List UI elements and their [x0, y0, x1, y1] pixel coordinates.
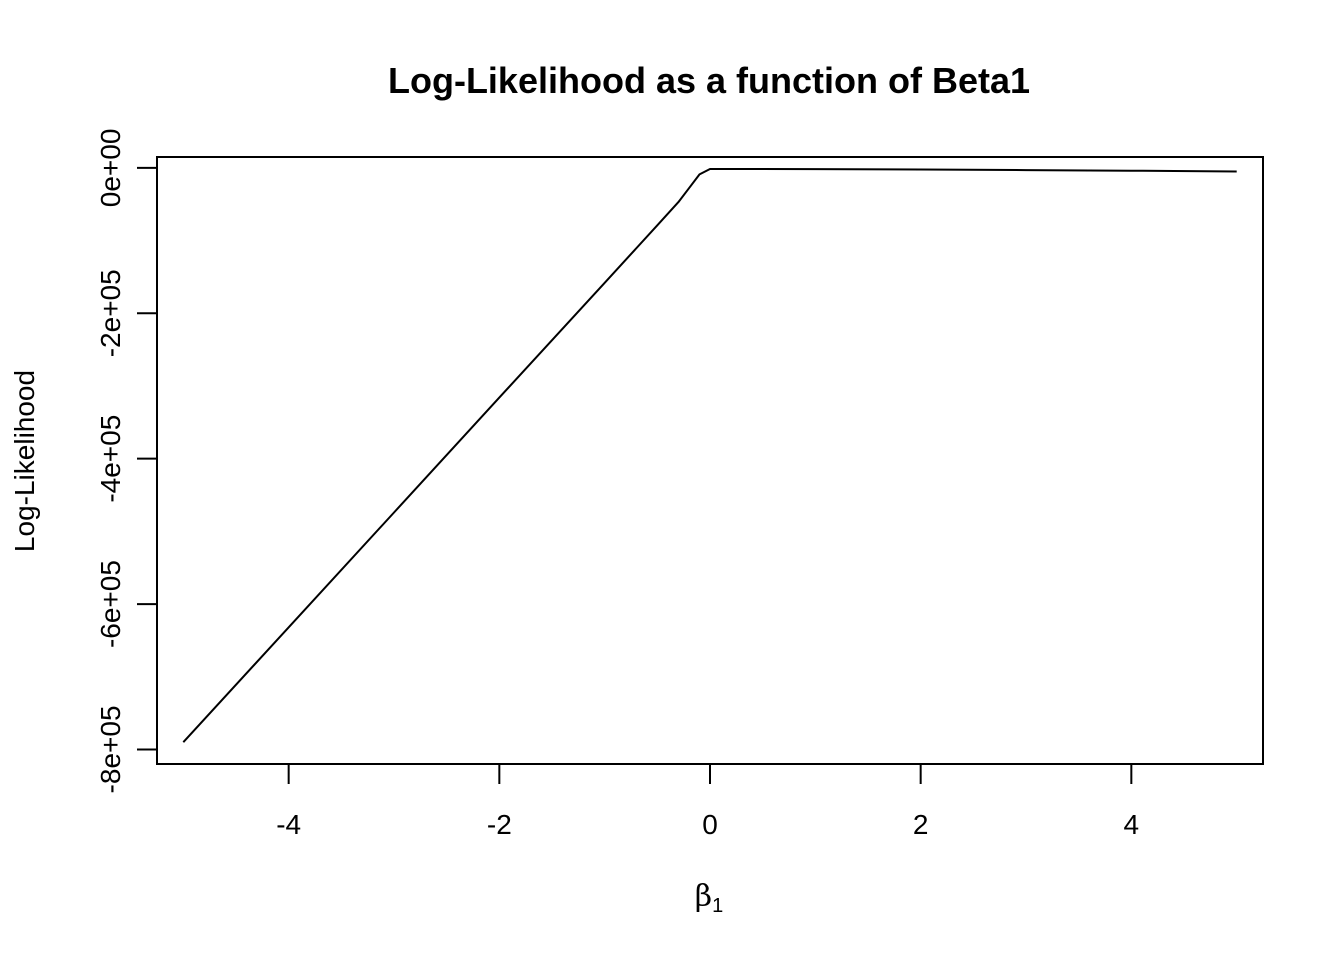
y-tick-label: -2e+05 — [95, 269, 126, 357]
x-tick-label: 2 — [913, 809, 929, 840]
x-tick-label: -2 — [487, 809, 512, 840]
plot-frame — [156, 156, 1264, 765]
x-tick-label: -4 — [276, 809, 301, 840]
y-tick-label: 0e+00 — [95, 129, 126, 208]
x-tick-label: 4 — [1124, 809, 1140, 840]
x-axis-label-symbol: β — [695, 879, 712, 914]
x-tick-label: 0 — [702, 809, 718, 840]
x-axis-label: β1 — [695, 879, 723, 917]
y-axis-label: Log-Likelihood — [9, 370, 40, 552]
y-tick-label: -6e+05 — [95, 560, 126, 648]
chart-title: Log-Likelihood as a function of Beta1 — [388, 60, 1030, 101]
series-line — [182, 168, 1237, 743]
x-axis-label-subscript: 1 — [712, 895, 723, 917]
y-tick-label: -8e+05 — [95, 705, 126, 793]
y-axis: 0e+00 -2e+05 -4e+05 -6e+05 -8e+05 — [95, 129, 158, 793]
y-tick-label: -4e+05 — [95, 415, 126, 503]
x-axis: -4 -2 0 2 4 — [276, 763, 1140, 840]
